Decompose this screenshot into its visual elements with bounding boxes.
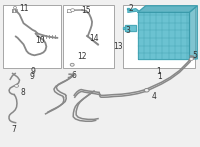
- Polygon shape: [138, 6, 197, 12]
- Polygon shape: [127, 8, 129, 9]
- Text: 3: 3: [125, 26, 130, 35]
- Text: 9: 9: [29, 72, 34, 81]
- Polygon shape: [128, 9, 139, 12]
- Circle shape: [70, 63, 74, 66]
- FancyBboxPatch shape: [63, 5, 114, 68]
- Circle shape: [13, 6, 17, 9]
- Text: 14: 14: [89, 34, 99, 43]
- Text: 6: 6: [71, 71, 76, 80]
- Text: 10: 10: [35, 36, 45, 45]
- Polygon shape: [138, 12, 189, 59]
- Text: 12: 12: [77, 52, 87, 61]
- Polygon shape: [123, 27, 125, 29]
- FancyBboxPatch shape: [123, 5, 195, 68]
- Text: 2: 2: [129, 4, 134, 13]
- Text: 5: 5: [192, 51, 197, 60]
- Text: 7: 7: [12, 125, 16, 134]
- Text: 13: 13: [113, 42, 123, 51]
- Text: 15: 15: [81, 6, 91, 15]
- Polygon shape: [125, 25, 136, 31]
- Text: 8: 8: [20, 88, 25, 97]
- Circle shape: [71, 9, 75, 12]
- Text: 1: 1: [157, 67, 161, 76]
- Polygon shape: [67, 9, 71, 12]
- Text: 1: 1: [157, 72, 162, 81]
- Circle shape: [144, 88, 149, 92]
- Text: 9: 9: [30, 67, 35, 76]
- Polygon shape: [12, 9, 17, 12]
- Polygon shape: [189, 6, 197, 59]
- Circle shape: [15, 84, 19, 87]
- FancyBboxPatch shape: [3, 5, 61, 68]
- Text: 4: 4: [152, 92, 157, 101]
- Circle shape: [189, 57, 193, 60]
- Text: 11: 11: [20, 4, 29, 13]
